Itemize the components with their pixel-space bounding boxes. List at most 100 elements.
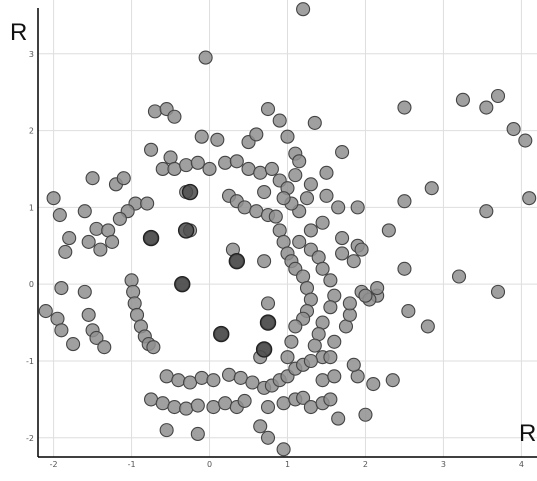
data-point: [81, 307, 96, 322]
data-point: [366, 376, 381, 392]
data-point: [292, 234, 307, 249]
data-point: [190, 155, 205, 170]
data-point: [182, 375, 198, 390]
data-point: [210, 132, 225, 147]
data-point: [167, 109, 182, 124]
data-point: [354, 242, 369, 257]
data-point: [159, 423, 174, 438]
data-point: [292, 154, 307, 169]
data-point: [127, 296, 142, 311]
data-point: [280, 350, 295, 365]
data-point: [77, 204, 92, 219]
data-point: [335, 246, 350, 261]
data-point: [124, 273, 139, 288]
data-point: [264, 161, 279, 177]
data-point: [38, 304, 53, 319]
y-tick-label: 0: [29, 280, 34, 289]
data-point: [490, 284, 506, 299]
data-point: [451, 269, 467, 284]
data-point: [89, 330, 104, 345]
data-point: [299, 191, 315, 206]
data-point: [233, 370, 248, 385]
data-point: [146, 340, 161, 355]
data-point: [144, 142, 159, 157]
data-point: [518, 133, 533, 148]
data-point: [381, 223, 396, 238]
data-point: [245, 375, 260, 390]
y-tick-label: 1: [29, 203, 34, 212]
data-point: [46, 191, 61, 206]
data-point: [327, 369, 342, 384]
data-point: [397, 261, 412, 276]
tick-labels: -2 -1 0 1 2 3 4 -2 -1 0 1 2 3: [26, 50, 524, 469]
data-point: [179, 401, 194, 416]
data-point: [276, 191, 291, 206]
data-point: [140, 196, 155, 211]
data-point: [179, 158, 194, 173]
data-point: [323, 392, 338, 407]
data-point: [253, 419, 268, 434]
data-point: [253, 165, 268, 180]
data-point: [358, 288, 373, 303]
data-point: [206, 373, 221, 388]
data-point-dense: [181, 183, 199, 201]
data-point: [190, 426, 205, 442]
data-point: [198, 50, 213, 65]
data-point: [490, 88, 506, 104]
data-point: [323, 350, 338, 365]
data-point: [397, 100, 412, 115]
data-point: [506, 121, 521, 137]
data-point: [319, 188, 334, 203]
data-point: [268, 209, 283, 224]
data-point: [229, 154, 244, 169]
data-point: [296, 2, 311, 17]
data-point: [319, 165, 334, 180]
grid: [38, 0, 537, 457]
data-point: [105, 234, 120, 249]
data-point: [89, 221, 104, 236]
data-point: [81, 234, 96, 249]
data-point: [284, 334, 299, 349]
y-tick-label: 2: [29, 127, 34, 136]
x-tick-label: 1: [285, 460, 290, 469]
data-point: [288, 319, 303, 334]
data-point: [315, 261, 330, 276]
data-point: [280, 129, 295, 144]
data-point: [335, 145, 350, 160]
data-point: [303, 400, 318, 415]
data-point: [54, 323, 69, 338]
data-point: [85, 171, 100, 186]
data-point: [249, 127, 264, 142]
data-point: [155, 161, 170, 177]
data-point: [315, 373, 330, 388]
data-point: [323, 300, 338, 315]
data-point: [257, 254, 272, 269]
data-point: [288, 168, 303, 183]
data-point: [303, 353, 318, 369]
data-point: [66, 337, 81, 352]
data-point: [479, 100, 494, 115]
data-point: [147, 104, 163, 119]
data-point: [296, 390, 311, 405]
data-point: [358, 407, 373, 422]
data-point: [241, 161, 256, 177]
data-point: [218, 396, 233, 411]
data-point: [420, 319, 435, 334]
data-point: [272, 113, 287, 128]
x-tick-label: -2: [50, 460, 58, 469]
data-point: [171, 373, 186, 388]
y-tick-label: -1: [26, 357, 34, 366]
data-point: [303, 223, 318, 238]
x-tick-label: 3: [441, 460, 446, 469]
data-point-dense: [213, 325, 230, 343]
data-point: [276, 396, 291, 411]
data-point: [126, 284, 141, 299]
data-point: [237, 393, 252, 408]
x-tick-label: 2: [363, 460, 368, 469]
data-point: [424, 181, 439, 196]
data-point: [346, 254, 361, 269]
x-tick-label: 0: [207, 460, 212, 469]
data-point: [260, 296, 276, 311]
data-point: [116, 171, 131, 186]
